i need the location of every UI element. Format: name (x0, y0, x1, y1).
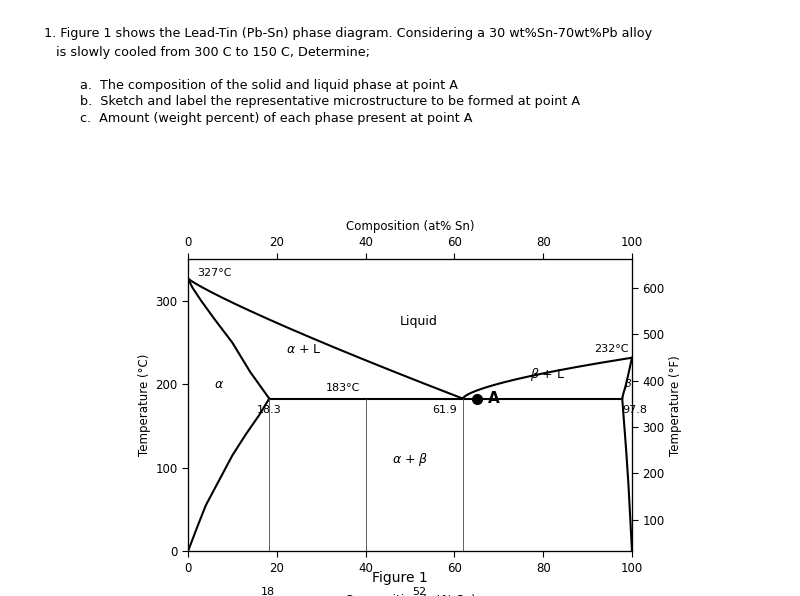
X-axis label: Composition (wt% Sn): Composition (wt% Sn) (345, 594, 475, 596)
Y-axis label: Temperature (°F): Temperature (°F) (669, 355, 682, 456)
Text: 327°C: 327°C (197, 268, 231, 278)
X-axis label: Composition (at% Sn): Composition (at% Sn) (346, 221, 474, 233)
Text: Liquid: Liquid (400, 315, 438, 328)
Text: 1. Figure 1 shows the Lead-Tin (Pb-Sn) phase diagram. Considering a 30 wt%Sn-70w: 1. Figure 1 shows the Lead-Tin (Pb-Sn) p… (44, 27, 652, 40)
Text: $\alpha$: $\alpha$ (214, 378, 224, 391)
Text: 52: 52 (412, 588, 426, 596)
Text: $\beta$: $\beta$ (624, 377, 633, 392)
Text: c.  Amount (weight percent) of each phase present at point A: c. Amount (weight percent) of each phase… (80, 112, 473, 125)
Text: 232°C: 232°C (594, 344, 629, 355)
Text: 18.3: 18.3 (257, 405, 282, 415)
Text: $\alpha$ + $\beta$: $\alpha$ + $\beta$ (392, 451, 428, 468)
Text: 61.9: 61.9 (432, 405, 457, 415)
Text: Figure 1: Figure 1 (372, 572, 428, 585)
Text: $\alpha$ + L: $\alpha$ + L (286, 343, 322, 356)
Text: A: A (488, 391, 499, 406)
Text: 18: 18 (261, 588, 275, 596)
Y-axis label: Temperature (°C): Temperature (°C) (138, 354, 151, 457)
Text: a.  The composition of the solid and liquid phase at point A: a. The composition of the solid and liqu… (80, 79, 458, 92)
Text: is slowly cooled from 300 C to 150 C, Determine;: is slowly cooled from 300 C to 150 C, De… (44, 46, 370, 60)
Text: b.  Sketch and label the representative microstructure to be formed at point A: b. Sketch and label the representative m… (80, 95, 580, 108)
Text: 97.8: 97.8 (622, 405, 647, 415)
Text: $\beta$ + L: $\beta$ + L (530, 366, 566, 383)
Text: 183°C: 183°C (326, 383, 361, 393)
